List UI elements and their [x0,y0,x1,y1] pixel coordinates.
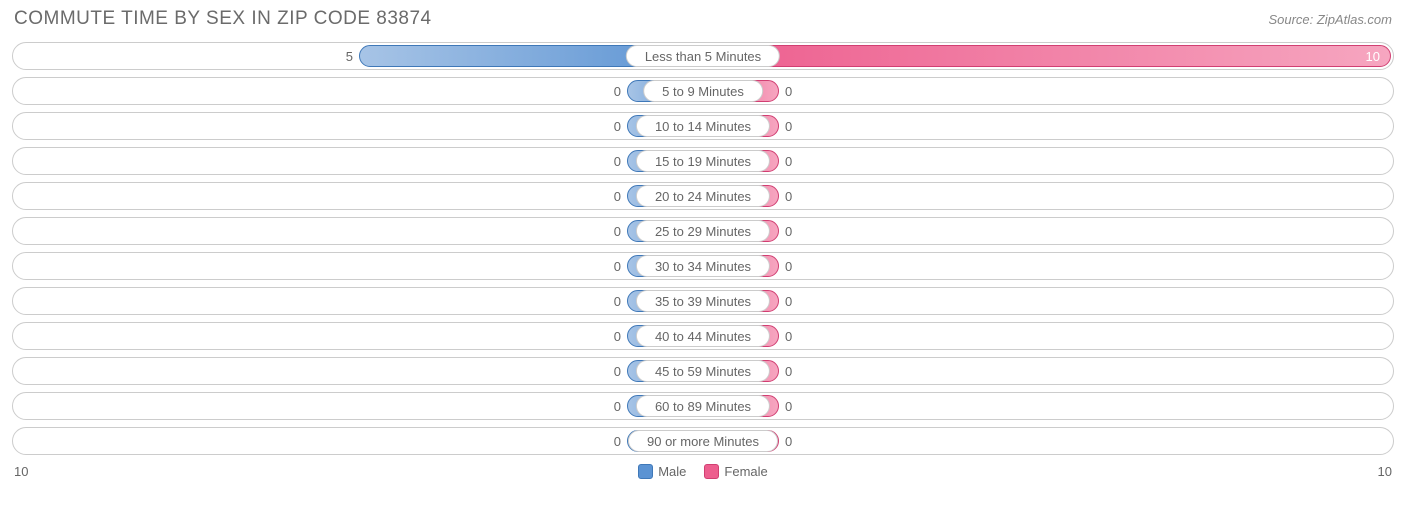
female-value: 0 [785,395,792,417]
male-value: 0 [614,395,621,417]
chart-row: 0 0 30 to 34 Minutes [12,252,1394,280]
axis-max-left: 10 [14,464,28,479]
chart-header: COMMUTE TIME BY SEX IN ZIP CODE 83874 So… [0,0,1406,36]
legend-swatch-male [638,464,653,479]
male-value: 0 [614,220,621,242]
category-label: 10 to 14 Minutes [636,115,770,137]
female-value: 0 [785,360,792,382]
female-value: 0 [785,220,792,242]
chart-row: 0 0 40 to 44 Minutes [12,322,1394,350]
chart-row: 0 0 35 to 39 Minutes [12,287,1394,315]
legend-swatch-female [704,464,719,479]
chart-source: Source: ZipAtlas.com [1268,12,1392,27]
legend-item-male: Male [638,464,686,479]
chart-area: 510Less than 5 Minutes005 to 9 Minutes00… [0,36,1406,455]
axis-max-right: 10 [1378,464,1392,479]
female-value: 10 [1366,49,1380,64]
female-value: 0 [785,115,792,137]
legend-item-female: Female [704,464,767,479]
male-value: 0 [614,150,621,172]
male-value: 0 [614,80,621,102]
category-label: 30 to 34 Minutes [636,255,770,277]
category-label: 90 or more Minutes [628,430,778,452]
chart-row: 0 0 90 or more Minutes [12,427,1394,455]
male-value: 0 [614,325,621,347]
male-value: 0 [614,185,621,207]
chart-row: 0 0 25 to 29 Minutes [12,217,1394,245]
female-value: 0 [785,80,792,102]
category-label: 25 to 29 Minutes [636,220,770,242]
category-label: Less than 5 Minutes [626,45,780,67]
female-value: 0 [785,150,792,172]
chart-row: 0 0 45 to 59 Minutes [12,357,1394,385]
chart-footer: 10 Male Female 10 [0,462,1406,479]
chart-row: 0 0 15 to 19 Minutes [12,147,1394,175]
female-value: 0 [785,290,792,312]
male-value: 0 [614,290,621,312]
male-value: 5 [346,45,353,67]
category-label: 60 to 89 Minutes [636,395,770,417]
legend-label-male: Male [658,464,686,479]
male-value: 0 [614,430,621,452]
category-label: 20 to 24 Minutes [636,185,770,207]
chart-row: 5 10 Less than 5 Minutes [12,42,1394,70]
category-label: 40 to 44 Minutes [636,325,770,347]
category-label: 45 to 59 Minutes [636,360,770,382]
category-label: 5 to 9 Minutes [643,80,763,102]
female-value: 0 [785,185,792,207]
male-value: 0 [614,255,621,277]
female-bar: 10 [703,45,1391,67]
category-label: 15 to 19 Minutes [636,150,770,172]
male-value: 0 [614,360,621,382]
male-value: 0 [614,115,621,137]
source-prefix: Source: [1268,12,1316,27]
legend-label-female: Female [724,464,767,479]
female-value: 0 [785,430,792,452]
chart-row: 0 0 60 to 89 Minutes [12,392,1394,420]
legend: Male Female [638,464,768,479]
female-value: 0 [785,325,792,347]
category-label: 35 to 39 Minutes [636,290,770,312]
source-name: ZipAtlas.com [1317,12,1392,27]
chart-row: 0 0 10 to 14 Minutes [12,112,1394,140]
chart-row: 0 0 5 to 9 Minutes [12,77,1394,105]
female-value: 0 [785,255,792,277]
chart-title: COMMUTE TIME BY SEX IN ZIP CODE 83874 [14,8,432,30]
chart-row: 0 0 20 to 24 Minutes [12,182,1394,210]
